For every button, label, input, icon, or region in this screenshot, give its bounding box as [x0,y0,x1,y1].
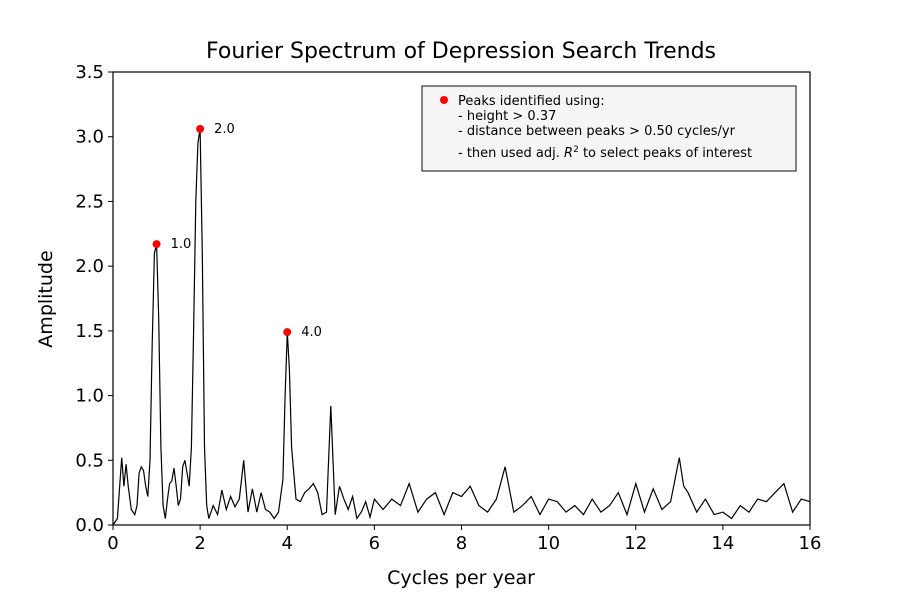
x-axis-label: Cycles per year [387,567,535,589]
spectrum-line [112,128,811,526]
x-tick-label: 2 [194,533,205,554]
y-tick-label: 0.5 [75,450,104,471]
y-tick-label: 3.0 [75,127,104,148]
x-tick-label: 10 [537,533,560,554]
peak-marker [152,240,161,249]
legend-line-2: - height > 0.37 [458,109,556,124]
legend: Peaks identified using: - height > 0.37 … [421,85,797,172]
y-axis-ticks: 0.0 0.5 1.0 1.5 2.0 2.5 3.0 3.5 [75,62,113,536]
x-axis-ticks: 0 2 4 6 8 10 12 14 16 [107,525,821,554]
legend-marker [440,96,448,104]
x-tick-label: 0 [107,533,118,554]
chart-title: Fourier Spectrum of Depression Search Tr… [206,39,716,64]
x-tick-label: 14 [711,533,734,554]
y-tick-label: 0.0 [75,515,104,536]
legend-line-3: - distance between peaks > 0.50 cycles/y… [458,124,736,139]
y-tick-label: 1.0 [75,386,104,407]
peak-label: 2.0 [214,122,235,137]
y-tick-label: 1.5 [75,321,104,342]
peak-marker [283,328,292,337]
x-tick-label: 12 [624,533,647,554]
x-tick-label: 16 [799,533,822,554]
legend-line-4: - then used adj. R2 to select peaks of i… [458,145,752,161]
x-tick-label: 4 [282,533,293,554]
legend-box [421,85,797,172]
peak-label: 4.0 [301,325,322,340]
x-tick-label: 6 [369,533,380,554]
legend-line-1: Peaks identified using: [458,94,605,109]
y-axis-label: Amplitude [35,250,57,347]
y-tick-label: 3.5 [75,62,104,83]
peak-label: 1.0 [171,237,192,252]
y-tick-label: 2.5 [75,191,104,212]
y-tick-label: 2.0 [75,256,104,277]
peak-marker [196,124,205,133]
x-tick-label: 8 [456,533,467,554]
peak-markers: 1.0 2.0 4.0 [152,122,322,340]
plot-area: 1.0 2.0 4.0 [112,122,811,526]
